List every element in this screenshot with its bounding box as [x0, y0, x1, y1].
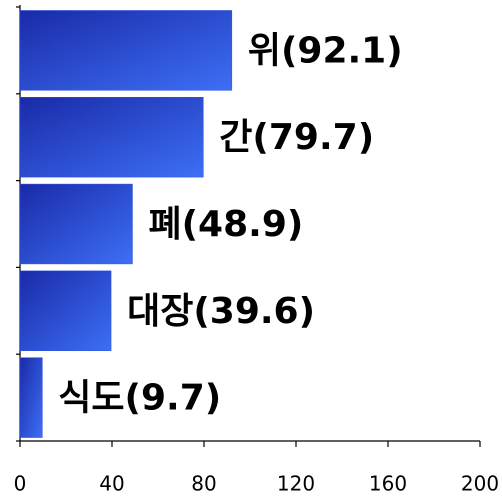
x-tick-label: 80 — [191, 472, 216, 496]
bar — [19, 270, 112, 351]
value-label: 식도(9.7) — [58, 378, 221, 419]
bar — [19, 10, 233, 91]
x-tick-label: 160 — [369, 472, 407, 496]
x-tick-label: 200 — [461, 472, 499, 496]
value-label: 폐(48.9) — [148, 204, 303, 245]
value-label: 대장(39.6) — [127, 291, 315, 332]
bar — [19, 357, 43, 438]
bar — [19, 97, 204, 178]
value-label: 간(79.7) — [219, 117, 374, 158]
value-label: 위(92.1) — [248, 30, 403, 71]
x-tick-label: 120 — [277, 472, 315, 496]
bar — [19, 183, 133, 265]
x-tick-label: 40 — [99, 472, 124, 496]
x-tick-label: 0 — [14, 472, 27, 496]
